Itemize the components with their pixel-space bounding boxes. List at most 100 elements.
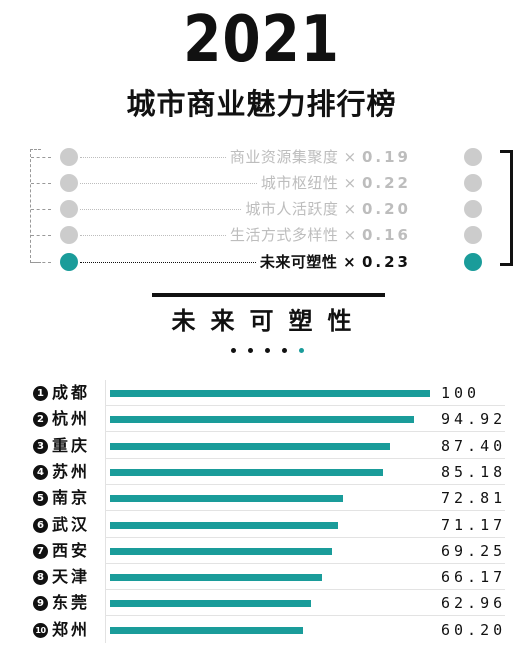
weight-leader-line [80,183,257,184]
city-label: 东莞 [52,593,91,613]
rank-badge: 5 [33,491,48,507]
city-label: 成都 [52,383,91,402]
weight-multiply-sign: × [343,174,357,192]
weight-label: 生活方式多样性 [229,226,339,244]
value-label: 69.25 [441,541,507,560]
weight-dot-left [60,226,78,244]
page-dot [248,348,253,353]
weight-leader-line [80,157,226,158]
row-separator [105,536,505,538]
weight-tick [31,183,51,184]
city-label: 苏州 [52,461,91,481]
weight-value: 0.16 [361,226,411,244]
weight-value: 0.19 [361,148,411,166]
weight-row: 未来可塑性 × 0.23 [260,252,411,272]
city-label: 武汉 [52,514,91,534]
bar [110,468,383,476]
value-label: 94.92 [441,410,507,429]
bar [110,626,303,634]
rank-badge: 4 [33,464,48,480]
section-title: 未来可塑性 [171,307,367,335]
row-separator [105,457,505,459]
city-label: 重庆 [52,435,91,455]
weight-leader-line [80,209,242,210]
city-label: 西安 [52,540,91,560]
row-separator [105,431,505,433]
city-label: 南京 [52,488,91,508]
weight-label: 未来可塑性 [259,253,338,271]
page-dot [282,348,287,353]
year-heading: 2021 [183,3,340,77]
row-separator [105,405,505,406]
page-dot [231,348,236,353]
value-label: 100 [441,384,481,402]
weight-dot-right [464,174,482,192]
bar [110,442,390,450]
page-title: 城市商业魅力排行榜 [126,87,397,121]
weight-row: 城市枢纽性 × 0.22 [261,173,411,193]
row-separator [105,615,505,617]
rank-badge: 6 [33,517,48,533]
row-separator [105,562,505,564]
value-label: 72.81 [441,489,507,508]
weight-dot-left [60,174,78,192]
weight-tick [31,235,51,236]
weight-label: 商业资源集聚度 [229,148,339,166]
weight-label: 城市枢纽性 [260,174,339,192]
bar [110,390,430,397]
value-label: 87.40 [441,436,507,455]
page-dot [265,348,270,353]
bar [110,416,414,424]
city-label: 杭州 [52,409,91,429]
rank-badge: 9 [33,596,48,612]
bar [110,547,332,555]
rank-badge: 10 [33,622,48,638]
value-label: 85.18 [441,462,507,481]
weight-dot-left [60,148,78,166]
weight-multiply-sign: × [343,200,357,218]
bar [110,600,312,608]
section-rule [152,293,385,297]
weight-dot-left [60,253,78,271]
rank-badge: 1 [33,386,48,401]
weight-tick [31,262,51,263]
page-indicator [231,348,311,356]
weight-leader-line [80,262,256,263]
bar [110,495,343,503]
weight-tick [31,157,51,158]
weight-label: 城市人活跃度 [245,200,339,218]
rank-badge: 8 [33,570,48,586]
rank-badge: 7 [33,543,48,559]
weight-dot-right [464,226,482,244]
weight-value: 0.22 [361,174,411,192]
value-label: 60.20 [441,620,507,639]
weight-multiply-sign: × [343,148,357,166]
value-label: 66.17 [441,568,507,587]
rank-badge: 2 [33,412,48,428]
city-label: 天津 [52,567,91,587]
rank-badge: 3 [33,438,48,454]
right-bracket [500,150,513,266]
weight-multiply-sign: × [343,253,357,271]
weight-row: 商业资源集聚度 × 0.19 [230,147,411,167]
value-label: 62.96 [441,594,507,613]
weight-value: 0.20 [361,200,411,218]
bar [110,521,338,529]
page-dot [299,348,304,353]
left-bracket [30,149,41,263]
bar [110,574,322,582]
chart-axis-line [105,380,106,643]
weight-dot-left [60,200,78,218]
row-separator [105,510,505,512]
weight-dot-right [464,253,482,271]
weight-leader-line [80,235,226,236]
value-label: 71.17 [441,515,507,534]
row-separator [105,483,505,485]
weight-tick [31,209,51,210]
weight-dot-right [464,200,482,218]
weight-value: 0.23 [361,253,411,271]
weight-dot-right [464,148,482,166]
weight-multiply-sign: × [343,226,357,244]
row-separator [105,589,505,591]
weight-row: 城市人活跃度 × 0.20 [245,199,411,219]
